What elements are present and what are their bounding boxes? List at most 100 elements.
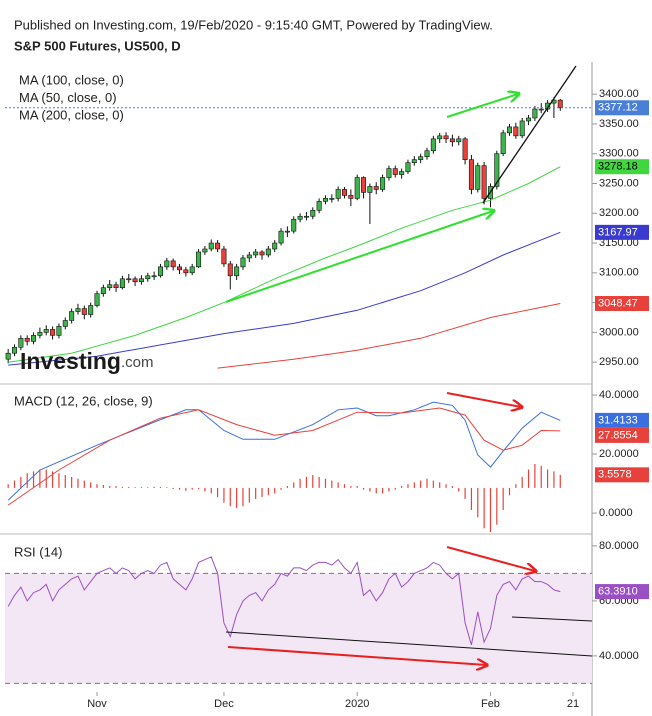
candle-body [132,278,138,283]
candle-body [253,251,259,256]
candle-body [361,177,367,193]
candle-body [5,352,11,360]
candle-body [246,254,252,259]
value-label: 63.3910 [598,585,638,597]
candle-body [513,126,519,137]
candle-body [278,230,284,244]
x-tick-label: 2020 [345,698,369,710]
candle-body [94,293,100,306]
candle-body [418,156,424,160]
candle-body [373,186,379,190]
candle-body [265,248,271,256]
value-label-box [595,159,649,175]
candle-body [138,278,144,283]
line [7,401,561,501]
arrow [227,646,486,665]
candle-body [411,159,417,163]
candle-body [348,195,354,199]
line [7,556,561,646]
candle-body [532,108,538,119]
value-label-box [595,100,649,116]
y-tick-label: 80.0000 [599,540,639,552]
candle-body [88,305,94,315]
candle-body [183,269,189,274]
y-tick-label: 40.0000 [599,650,639,662]
arrow [446,392,521,407]
line [7,407,561,506]
candle-body [202,248,208,253]
plots: 3400.00 3350.00 3300.00 3250.00 3200.00 3150.… [5,72,649,710]
candle-body [329,198,335,200]
candle-body [462,138,468,160]
line [217,303,561,369]
x-tick-label: Feb [481,698,500,710]
arrow [446,94,518,118]
candle-body [367,186,373,193]
y-tick-label: 3150.00 [599,237,639,249]
candle-body [449,138,455,143]
candle-body [81,308,87,315]
logo-brand: Investing [20,348,121,374]
candle-body [405,162,411,172]
value-label: 3377.12 [598,102,638,114]
candle-body [437,135,443,140]
value-label: 3048.47 [598,297,638,309]
arrow [446,546,535,571]
candle-body [12,346,18,354]
y-tick-label: 3100.00 [599,267,639,279]
y-tick-label: 3300.00 [599,148,639,160]
y-tick-label: 2950.00 [599,356,639,368]
candle-body [316,201,322,211]
candle-body [157,266,163,277]
candle-body [177,266,183,271]
trend-line [511,616,593,622]
value-label: 3167.97 [598,226,638,238]
candle-body [18,338,24,348]
legend-entry: MA (50, close, 0) [19,90,117,105]
candle-body [456,138,462,143]
candle-body [399,171,405,175]
logo-suffix: .com [121,354,154,371]
candle-body [145,275,151,280]
candle-body [475,165,481,190]
line [8,166,561,363]
candle-body [519,120,525,137]
candle-body [322,198,328,202]
candle-body [119,278,125,289]
candle-body [386,168,392,178]
candle-body [56,326,62,336]
logo: Investing.com [20,348,153,374]
candle-body [227,263,233,277]
published-note: Published on Investing.com, 19/Feb/2020 … [14,17,493,32]
candle-body [259,251,265,256]
candle-body [557,99,563,109]
candle-body [424,150,430,157]
trend-line [225,631,593,657]
value-label-box [595,584,649,600]
legend-entry: MA (100, close, 0) [19,72,124,87]
value-label: 31.4133 [598,414,638,426]
value-label: 3.5578 [598,469,632,481]
candle-body [545,102,551,110]
x-tick-label: Dec [214,698,234,710]
candle-body [189,266,195,274]
y-tick-label: 40.0000 [599,389,639,401]
candle-body [75,308,81,312]
candle-body [430,138,436,152]
candle-body [215,242,221,250]
candle-body [170,260,176,268]
y-tick-label: 0.0000 [599,507,633,519]
y-tick-label: 3350.00 [599,118,639,130]
candle-body [240,257,246,268]
candle-body [151,275,157,278]
candle-body [297,215,303,220]
arrow [225,211,493,303]
candle-body [208,242,214,250]
x-tick-label: 21 [567,698,579,710]
candle-body [221,248,227,265]
candle-body [494,153,500,187]
candle-body [100,287,106,294]
candle-body [284,230,290,233]
candle-body [164,260,170,268]
